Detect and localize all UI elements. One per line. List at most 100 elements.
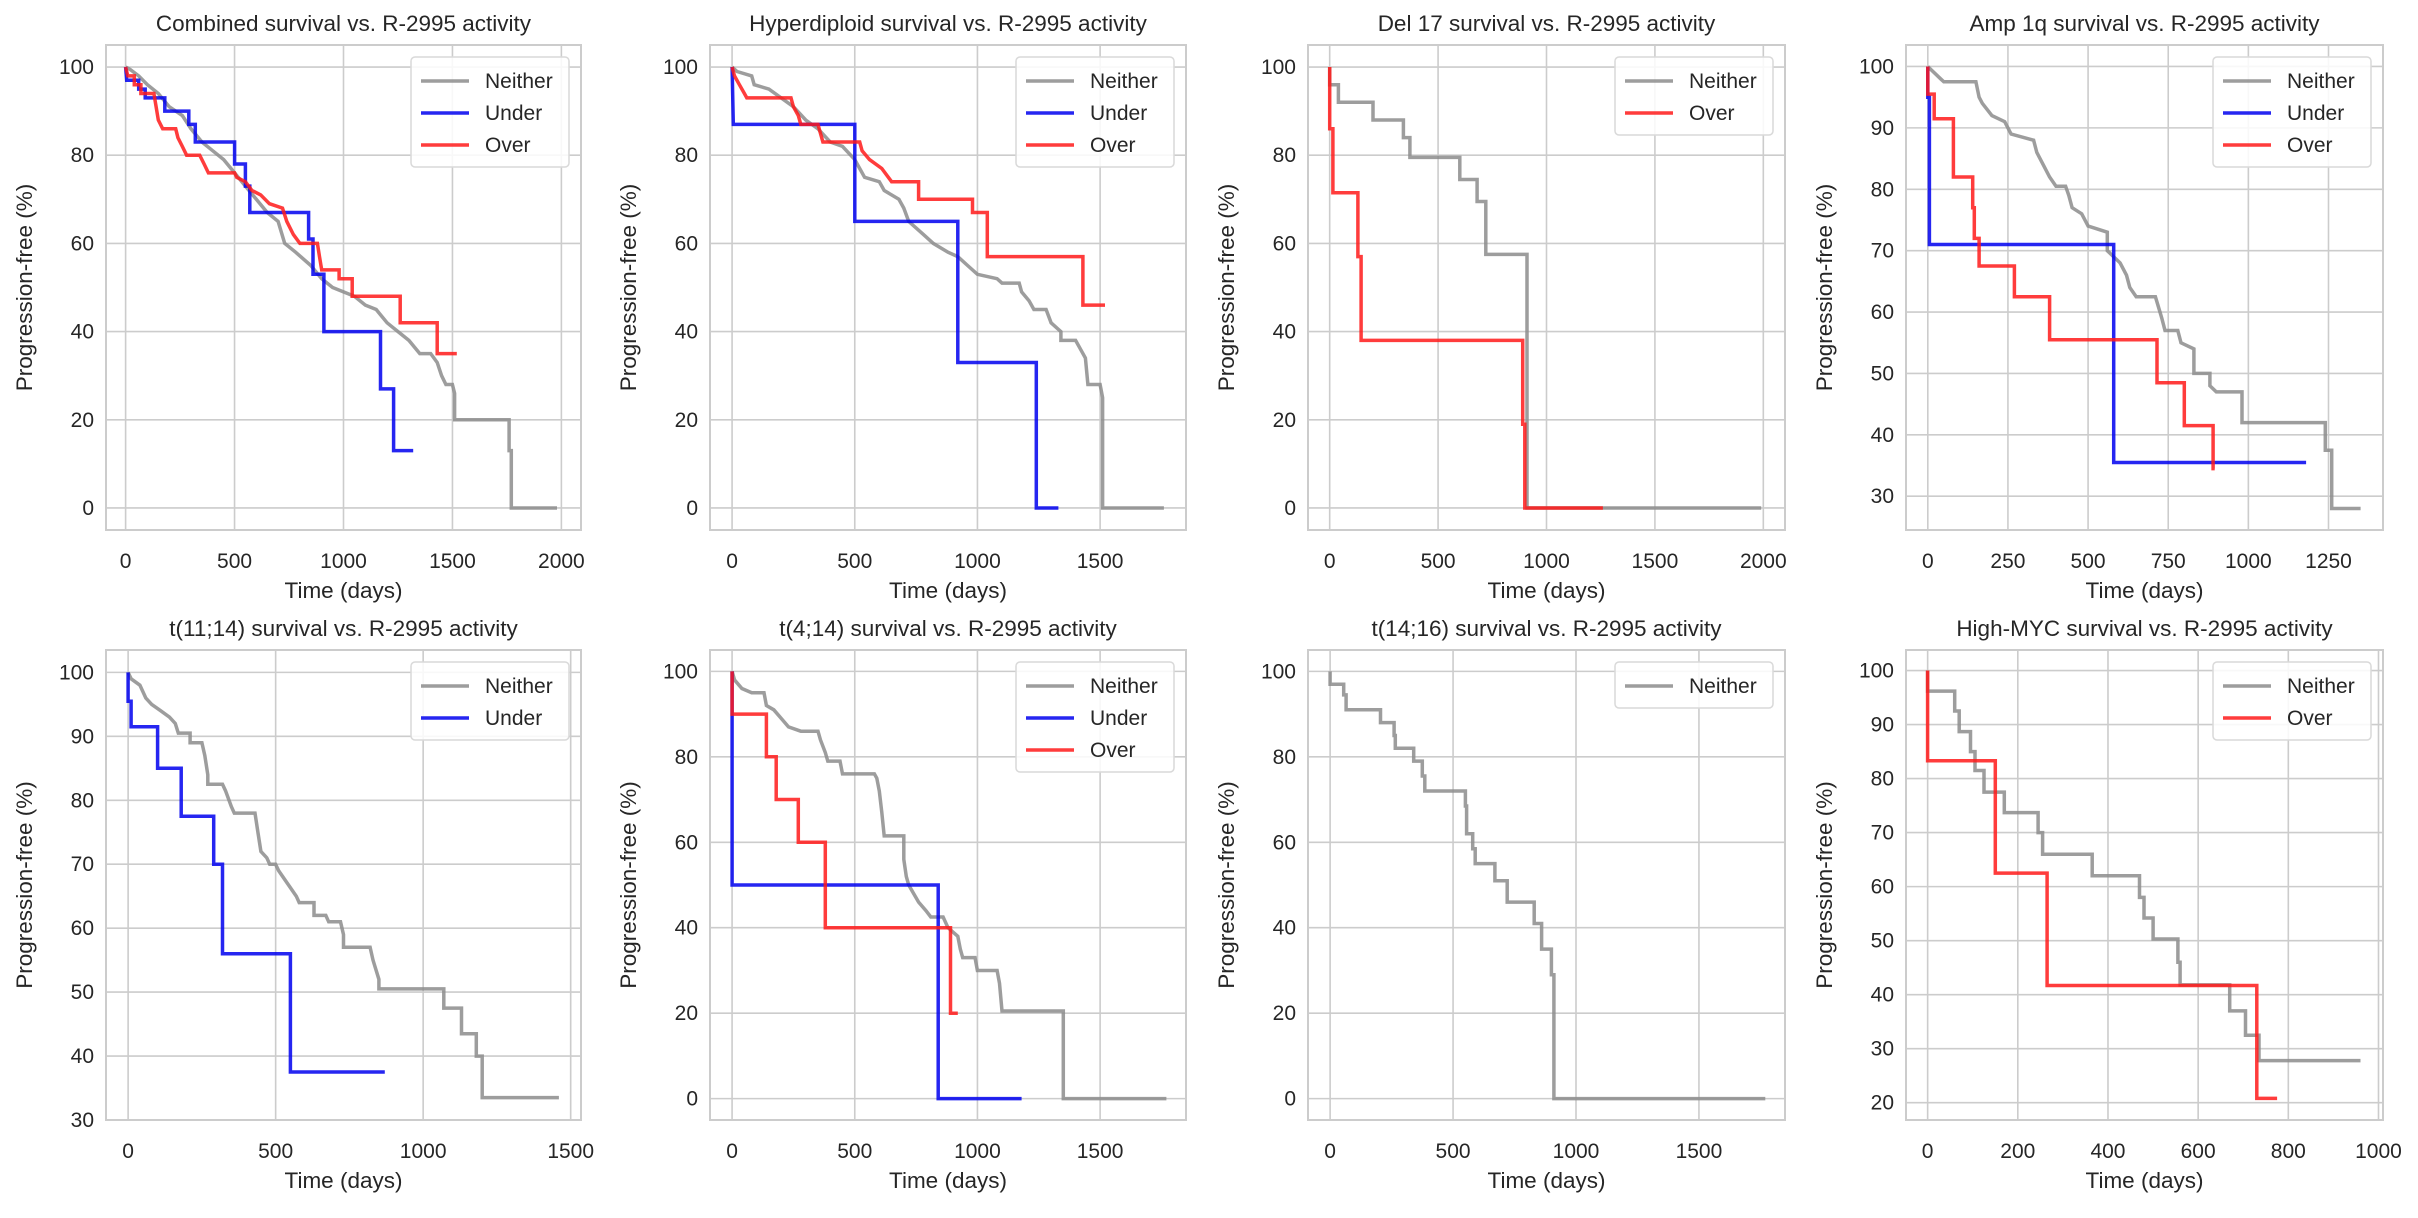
legend: Neither	[1614, 661, 1774, 709]
legend: Neither Under Over	[1015, 56, 1175, 168]
x-tick-label: 1500	[1676, 1140, 1723, 1163]
legend-label-over: Over	[1090, 739, 1136, 762]
y-axis-label: Progression-free (%)	[12, 781, 37, 989]
plot-frame	[1307, 44, 1786, 531]
y-tick-label: 40	[71, 321, 94, 344]
y-tick-label: 80	[71, 144, 94, 167]
chart-title: t(11;14) survival vs. R-2995 activity	[169, 616, 518, 641]
legend: Neither Over	[1614, 56, 1774, 136]
legend-label-under: Under	[1090, 102, 1147, 125]
series-line-over	[1926, 66, 2215, 471]
x-axis-label: Time (days)	[2086, 1168, 2204, 1193]
y-tick-label: 50	[71, 981, 94, 1004]
y-tick-label: 100	[59, 56, 94, 79]
y-tick-label: 60	[71, 232, 94, 255]
legend: Neither Under	[410, 661, 570, 741]
x-tick-label: 1000	[1553, 1140, 1600, 1163]
chart-panel-5: 0 500 1000 1500 30 40 50 60 70 80 90 100 t(11;14) su…	[12, 616, 594, 1193]
plot-frame	[1905, 44, 2384, 531]
x-tick-label: 0	[1922, 1140, 1934, 1163]
legend: Neither Under Over	[410, 56, 570, 168]
y-tick-label: 100	[1859, 55, 1894, 78]
x-axis-label: Time (days)	[889, 1168, 1007, 1193]
y-tick-label: 50	[1871, 362, 1894, 385]
y-tick-label: 70	[1871, 822, 1894, 845]
x-tick-label: 1000	[400, 1140, 447, 1163]
legend-label-under: Under	[485, 707, 542, 730]
y-tick-label: 80	[675, 144, 698, 167]
y-tick-label: 0	[82, 497, 94, 520]
x-tick-label: 1000	[2355, 1140, 2402, 1163]
plot-area	[1308, 650, 1785, 1120]
series-line-neither	[1328, 671, 1766, 1101]
x-tick-label: 1500	[1077, 550, 1124, 573]
y-tick-label: 0	[1284, 1088, 1296, 1111]
x-tick-label: 1000	[1523, 550, 1570, 573]
legend-box	[1614, 56, 1774, 136]
x-tick-label: 500	[837, 1140, 872, 1163]
y-tick-label: 100	[1859, 660, 1894, 683]
chart-title: Del 17 survival vs. R-2995 activity	[1378, 11, 1716, 36]
legend-label-over: Over	[2287, 707, 2333, 730]
x-tick-label: 0	[726, 550, 738, 573]
x-tick-label: 500	[1421, 550, 1456, 573]
x-tick-label: 2000	[1740, 550, 1787, 573]
y-tick-label: 40	[71, 1045, 94, 1068]
y-tick-label: 100	[1261, 56, 1296, 79]
y-tick-label: 80	[71, 789, 94, 812]
y-axis-label: Progression-free (%)	[616, 781, 641, 989]
legend: Neither Under Over	[1015, 661, 1175, 773]
y-tick-label: 40	[675, 917, 698, 940]
chart-title: Amp 1q survival vs. R-2995 activity	[1969, 11, 2320, 36]
y-axis-label: Progression-free (%)	[1214, 184, 1239, 392]
x-tick-label: 500	[837, 550, 872, 573]
x-tick-label: 2000	[538, 550, 585, 573]
series-line-under	[730, 671, 1022, 1101]
y-tick-label: 100	[663, 56, 698, 79]
y-tick-label: 30	[71, 1109, 94, 1132]
plot-frame	[105, 649, 582, 1121]
x-axis-label: Time (days)	[285, 578, 403, 603]
x-tick-label: 500	[1436, 1140, 1471, 1163]
y-tick-label: 0	[1284, 497, 1296, 520]
y-tick-label: 40	[1871, 984, 1894, 1007]
y-tick-label: 40	[675, 321, 698, 344]
x-tick-label: 1000	[954, 1140, 1001, 1163]
y-tick-label: 30	[1871, 1038, 1894, 1061]
x-tick-label: 1000	[954, 550, 1001, 573]
legend-label-under: Under	[485, 102, 542, 125]
series-line-under	[1926, 66, 2307, 465]
series-line-neither	[1327, 67, 1762, 510]
legend-label-neither: Neither	[1090, 70, 1158, 93]
legend-label-over: Over	[2287, 134, 2333, 157]
legend-label-over: Over	[1090, 134, 1136, 157]
legend-label-neither: Neither	[485, 675, 553, 698]
x-tick-label: 400	[2090, 1140, 2125, 1163]
plot-frame	[105, 44, 582, 531]
legend-label-under: Under	[1090, 707, 1147, 730]
y-tick-label: 50	[1871, 930, 1894, 953]
legend: Neither Under Over	[2212, 56, 2372, 168]
y-tick-label: 20	[1273, 409, 1296, 432]
chart-title: t(14;16) survival vs. R-2995 activity	[1371, 616, 1722, 641]
y-tick-label: 60	[71, 917, 94, 940]
chart-panel-4: 0 250 500 750 1000 1250 30 40 50 60 70 80 90 100 Amp 1…	[1812, 11, 2384, 603]
chart-title: Combined survival vs. R-2995 activity	[156, 11, 532, 36]
y-tick-label: 90	[71, 725, 94, 748]
x-tick-label: 0	[1922, 550, 1934, 573]
y-tick-label: 60	[1273, 831, 1296, 854]
x-tick-label: 1000	[2225, 550, 2272, 573]
legend-label-over: Over	[1689, 102, 1735, 125]
y-tick-label: 60	[675, 232, 698, 255]
y-tick-label: 100	[663, 660, 698, 683]
legend-box	[410, 661, 570, 741]
y-tick-label: 90	[1871, 714, 1894, 737]
y-tick-label: 70	[1871, 240, 1894, 263]
legend-box	[410, 56, 570, 168]
y-tick-label: 20	[71, 409, 94, 432]
plot-frame	[1905, 649, 2384, 1121]
y-tick-label: 60	[675, 831, 698, 854]
legend-box	[1015, 661, 1175, 773]
x-tick-label: 600	[2181, 1140, 2216, 1163]
legend-label-neither: Neither	[2287, 70, 2355, 93]
